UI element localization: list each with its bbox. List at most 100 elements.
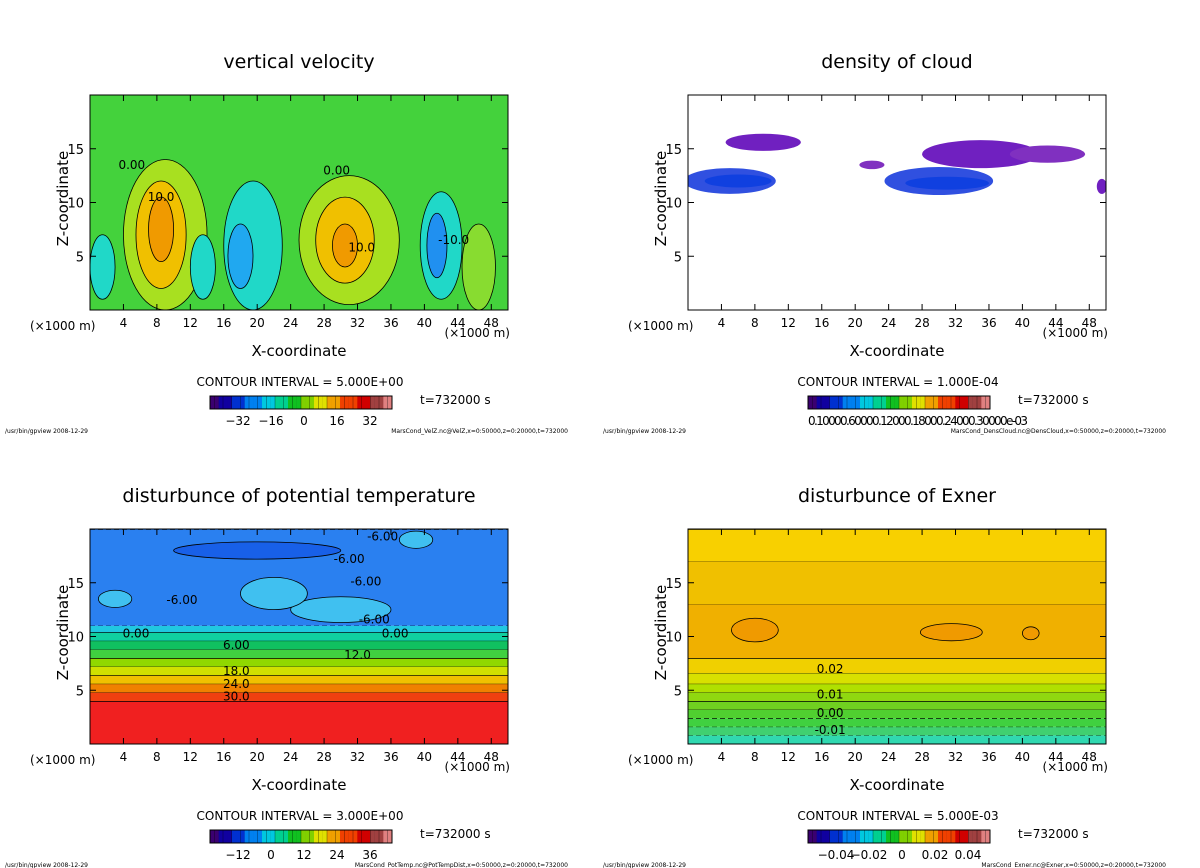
x-tick-label: 4 — [718, 316, 726, 330]
colorbar-swatch — [872, 829, 878, 844]
field-band — [90, 632, 508, 641]
x-tick-label: 12 — [781, 316, 796, 330]
colorbar-swatch — [916, 395, 922, 410]
colorbar-swatch — [357, 396, 362, 409]
field-band — [688, 561, 1106, 605]
field-band — [90, 666, 508, 676]
colorbar-swatch — [331, 830, 336, 843]
colorbar-swatch — [808, 830, 813, 843]
colorbar-swatch — [816, 396, 822, 409]
colorbar-swatch — [812, 395, 818, 410]
colorbar-swatch — [240, 395, 246, 410]
field-blob — [461, 223, 496, 310]
colorbar-swatch — [886, 830, 891, 843]
x-tick-label: 36 — [383, 316, 398, 330]
colorbar-swatch — [950, 395, 956, 410]
colorbar-swatch — [305, 396, 310, 409]
y-tick-label: 15 — [67, 143, 84, 158]
colorbar-swatch — [279, 396, 284, 409]
contour-interval: CONTOUR INTERVAL = 1.000E-04 — [797, 375, 998, 389]
colorbar-swatch — [274, 395, 280, 410]
colorbar-swatch — [214, 829, 220, 844]
contour-label: 0.00 — [817, 706, 844, 720]
x-tick-label: 16 — [216, 750, 231, 764]
colorbar-swatch — [894, 396, 900, 409]
x-tick-label: 12 — [183, 316, 198, 330]
colorbar-swatch — [955, 830, 960, 843]
colorbar-tick-label: 36 — [362, 848, 377, 862]
colorbar-swatch — [326, 829, 332, 844]
field-blob — [227, 223, 254, 289]
contour-label: 0.00 — [118, 158, 145, 172]
colorbar-swatch — [283, 395, 289, 410]
colorbar-swatch — [955, 396, 960, 409]
colorbar-swatch — [903, 830, 908, 843]
y-tick-label: 5 — [674, 250, 682, 265]
colorbar-swatch — [248, 395, 254, 410]
x-tick-label: 12 — [183, 750, 198, 764]
colorbar-swatch — [210, 396, 215, 409]
x-tick-label: 4 — [120, 750, 128, 764]
colorbar-swatch — [924, 395, 930, 410]
colorbar-frame — [209, 829, 393, 844]
y-tick-label: 10 — [67, 197, 84, 212]
colorbar-swatch — [292, 829, 298, 844]
colorbar-swatch — [335, 395, 341, 410]
colorbar-swatch — [318, 395, 324, 410]
field-band — [90, 640, 508, 650]
colorbar-swatch — [383, 396, 388, 409]
x-tick-label: 20 — [250, 316, 265, 330]
plot-area: -6.00-6.00-6.00-6.00-6.000.00 0.006.0012.… — [90, 529, 508, 744]
colorbar-swatch — [283, 829, 289, 844]
x-tick-label: 48 — [484, 750, 499, 764]
colorbar-swatch — [344, 395, 350, 410]
colorbar-swatch — [352, 395, 358, 410]
colorbar-swatch — [846, 829, 852, 844]
colorbar-swatch — [218, 396, 224, 409]
field-band — [688, 673, 1106, 684]
y-tick-label: 15 — [665, 143, 682, 158]
field-band — [688, 683, 1106, 693]
colorbar-swatch — [361, 395, 367, 410]
colorbar-swatch — [916, 829, 922, 844]
x-tick-label: 8 — [153, 750, 161, 764]
x-tick-label: 16 — [814, 750, 829, 764]
colorbar-swatch — [288, 830, 293, 843]
field-band — [90, 658, 508, 667]
contour-label: 12.0 — [344, 648, 371, 662]
x-tick-label: 16 — [814, 316, 829, 330]
colorbar-swatch — [296, 830, 302, 843]
field-blob — [189, 234, 216, 300]
field-blob — [905, 176, 989, 190]
x-tick-label: 20 — [250, 750, 265, 764]
field-blob — [704, 174, 772, 188]
colorbar-swatch — [270, 830, 276, 843]
colorbar-swatch — [907, 829, 913, 844]
colorbar-swatch — [825, 830, 830, 843]
contour-label: 6.00 — [223, 638, 250, 652]
colorbar-swatch — [374, 396, 380, 409]
colorbar-swatch — [950, 829, 956, 844]
colorbar-swatch — [214, 395, 220, 410]
y-axis-label: Z-coordinate — [652, 151, 670, 246]
colorbar-swatch — [262, 830, 267, 843]
footer-left: /usr/bin/gpview 2008-12-29 — [603, 428, 686, 435]
x-tick-label: 32 — [948, 750, 963, 764]
x-tick-label: 36 — [981, 316, 996, 330]
colorbar-swatch — [244, 396, 250, 409]
colorbar-tick-label: 32 — [362, 414, 377, 428]
colorbar-swatch — [240, 829, 246, 844]
colorbar-swatch — [964, 396, 969, 409]
x-tick-label: 28 — [914, 316, 929, 330]
colorbar-swatch — [305, 830, 310, 843]
field-blob — [148, 196, 175, 263]
contour-label: 24.0 — [223, 677, 250, 691]
x-axis-label: X-coordinate — [850, 776, 945, 794]
colorbar-swatch — [829, 395, 835, 410]
colorbar-swatch — [938, 830, 943, 843]
colorbar-swatch — [374, 830, 380, 843]
y-tick-label: 5 — [76, 250, 84, 265]
x-tick-label: 8 — [153, 316, 161, 330]
field-band — [688, 735, 1106, 744]
